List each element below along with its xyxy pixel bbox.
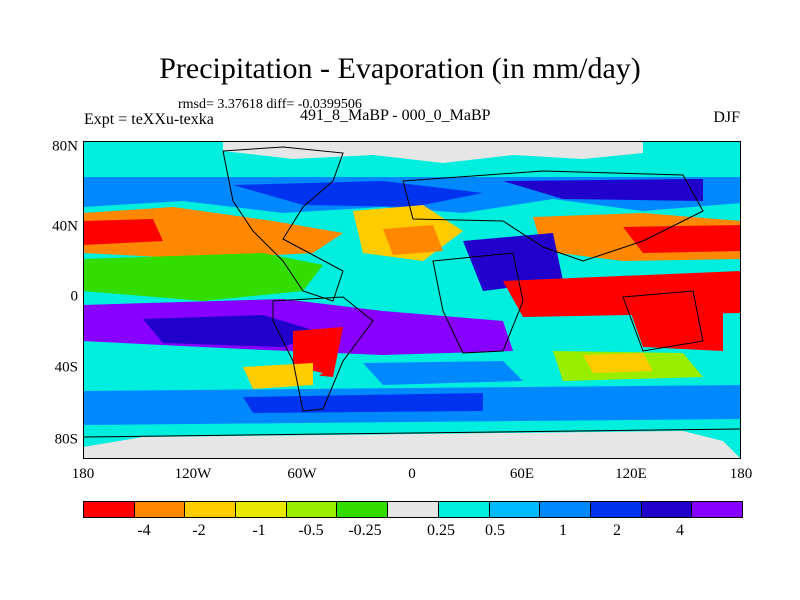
y-tick-40s: 40S <box>54 359 78 376</box>
colorbar-label: 0.5 <box>485 522 505 539</box>
x-tick-60w: 60W <box>287 466 317 482</box>
colorbar <box>83 501 743 518</box>
colorbar-label: -4 <box>137 522 151 539</box>
map-title: Precipitation - Evaporation (in mm/day) <box>159 52 641 85</box>
south-pacific-wet <box>143 315 323 347</box>
indian-south-yellow <box>583 353 653 373</box>
antarctica-outline <box>83 428 741 438</box>
y-tick-80n: 80N <box>52 138 78 155</box>
eurasia-wet <box>503 179 703 201</box>
south-america-outline <box>272 296 374 412</box>
stats-text: rmsd= 3.37618 diff= -0.0399506 <box>178 97 362 112</box>
colorbar-swatch <box>590 502 642 517</box>
colorbar-label: 0.25 <box>427 522 455 539</box>
precip-evap-map <box>83 141 741 459</box>
colorbar-swatch <box>388 502 439 517</box>
x-tick-120w: 120W <box>174 466 212 482</box>
colorbar-swatch <box>236 502 287 517</box>
west-equatorial-green <box>83 253 323 301</box>
africa-wet <box>463 233 563 291</box>
australia-dry <box>623 289 723 351</box>
period-label: 491_8_MaBP - 000_0_MaBP <box>300 107 491 124</box>
colorbar-label: -0.25 <box>348 522 382 539</box>
colorbar-swatch <box>692 502 742 517</box>
x-tick-0: 0 <box>408 466 416 482</box>
australia-outline <box>622 290 704 352</box>
colorbar-swatch <box>540 502 591 517</box>
x-tick-180-right: 180 <box>729 466 753 482</box>
y-tick-80s: 80S <box>54 431 78 448</box>
colorbar-swatch <box>84 502 135 517</box>
colorbar-label: -1 <box>252 522 266 539</box>
southern-storm-core <box>243 393 483 413</box>
arctic-neutral-area <box>223 141 643 163</box>
atlantic-subtropic-core <box>383 225 443 255</box>
south-atlantic-blue <box>363 361 523 385</box>
colorbar-label: 2 <box>613 522 621 539</box>
x-tick-120e: 120E <box>615 466 647 482</box>
antarctic-neutral-area <box>83 431 741 459</box>
y-tick-40n: 40N <box>52 218 78 235</box>
experiment-label: Expt = teXXu-texka <box>84 111 214 128</box>
colorbar-swatch <box>489 502 541 517</box>
north-america-outline <box>222 146 344 302</box>
colorbar-swatch <box>185 502 237 517</box>
asia-subtropic-core <box>623 225 741 253</box>
continent-outlines <box>83 146 741 438</box>
eurasia-outline <box>402 170 704 262</box>
north-atlantic-wet <box>233 181 483 207</box>
colorbar-swatch <box>286 502 338 517</box>
south-subtropic-yellow <box>243 363 313 389</box>
plot-frame <box>83 141 741 459</box>
colorbar-swatch <box>337 502 389 517</box>
colorbar-swatch <box>641 502 693 517</box>
season-label: DJF <box>713 109 740 126</box>
x-tick-180-left: 180 <box>71 466 95 482</box>
y-tick-equator: 0 <box>70 288 79 305</box>
x-tick-60e: 60E <box>509 466 535 482</box>
colorbar-swatch <box>134 502 186 517</box>
colorbar-label: 1 <box>559 522 567 539</box>
colorbar-label: 4 <box>676 522 684 539</box>
colorbar-label: -0.5 <box>298 522 324 539</box>
africa-outline <box>432 252 524 354</box>
north-pacific-core-dry <box>83 219 163 245</box>
colorbar-swatch <box>438 502 490 517</box>
colorbar-label: -2 <box>192 522 206 539</box>
